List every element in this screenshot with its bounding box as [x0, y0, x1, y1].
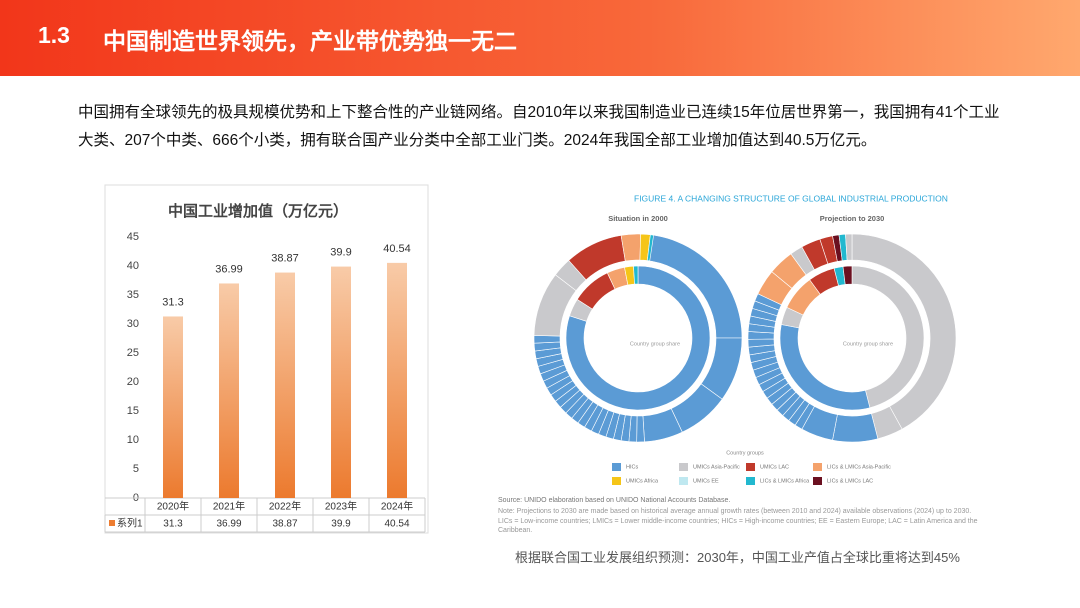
legend-swatch [813, 477, 822, 485]
section-number: 1.3 [38, 22, 70, 48]
chart-frame [104, 184, 429, 534]
y-tick-label: 30 [127, 318, 139, 330]
slide-title: 中国制造世界领先，产业带优势独一无二 [103, 28, 517, 54]
figure-note: Note: Projections to 2030 are made based… [498, 508, 978, 534]
bar [275, 272, 295, 498]
legend-swatch [746, 463, 755, 471]
legend-label: LICs & LMICs Africa [760, 478, 810, 484]
donut-segment [842, 265, 853, 285]
table-value: 36.99 [216, 519, 241, 530]
figure-title: FIGURE 4. A CHANGING STRUCTURE OF GLOBAL… [634, 193, 948, 203]
legend-label: UMICs Africa [626, 478, 659, 484]
bar [163, 316, 183, 498]
intro-text: 中国拥有全球领先的极具规模优势和上下整合性的产业链网络。自2010年以来我国制造… [78, 104, 1000, 149]
panel-title: Projection to 2030 [820, 214, 885, 223]
center-label: Country group share [843, 341, 893, 347]
table-value: 39.9 [331, 519, 351, 530]
table-value: 38.87 [272, 519, 297, 530]
x-tick-label: 2023年 [325, 500, 357, 513]
donut-segment [533, 335, 561, 344]
donut-figures [533, 233, 957, 443]
donut-segment [633, 265, 639, 285]
bar [387, 262, 407, 498]
legend-label: UMICs EE [693, 478, 719, 484]
y-tick-label: 35 [127, 289, 139, 301]
x-tick-label: 2024年 [381, 500, 413, 513]
chart-title: 中国工业增加值（万亿元） [168, 202, 348, 220]
x-tick-label: 2020年 [157, 500, 189, 513]
legend-label: UMICs Asia-Pacific [693, 464, 740, 470]
y-tick-label: 15 [127, 405, 139, 417]
legend-label: HICs [626, 464, 638, 470]
donut-segment [636, 415, 645, 443]
legend-label: 系列1 [117, 517, 143, 530]
y-tick-label: 45 [127, 231, 139, 243]
table-value: 31.3 [163, 519, 183, 530]
legend-swatch [679, 463, 688, 471]
y-tick-label: 5 [133, 463, 139, 475]
legend-label: LICs & LMICs Asia-Pacific [827, 464, 891, 470]
donut-segment [851, 233, 957, 430]
legend-label: LICs & LMICs LAC [827, 478, 873, 484]
bar [219, 283, 239, 498]
y-tick-label: 10 [127, 434, 139, 446]
value-label: 36.99 [215, 263, 243, 275]
value-label: 38.87 [271, 252, 299, 264]
value-label: 40.54 [383, 243, 411, 255]
y-tick-label: 25 [127, 347, 139, 359]
donut-segment [565, 265, 711, 411]
donut-segment [845, 233, 853, 261]
legend-swatch [612, 477, 621, 485]
y-tick-label: 20 [127, 376, 139, 388]
value-label: 31.3 [162, 296, 183, 308]
header-band: 1.3 中国制造世界领先，产业带优势独一无二 [0, 0, 1080, 76]
x-tick-label: 2022年 [269, 500, 301, 513]
donut-segment [832, 413, 879, 443]
legend-swatch [746, 477, 755, 485]
donut-segment [646, 234, 654, 262]
legend-swatch [612, 463, 621, 471]
legend-swatch [109, 520, 115, 526]
table-value: 40.54 [384, 519, 409, 530]
legend-swatch [679, 477, 688, 485]
panel-title: Situation in 2000 [608, 214, 668, 223]
legend-title: Country groups [726, 450, 764, 456]
figure-source: Source: UNIDO elaboration based on UNIDO… [498, 497, 731, 504]
bar [331, 266, 351, 498]
value-label: 39.9 [330, 246, 351, 258]
caption: 根据联合国工业发展组织预测：2030年，中国工业产值占全球比重将达到45% [515, 550, 960, 565]
y-tick-label: 40 [127, 260, 139, 272]
center-label: Country group share [630, 341, 680, 347]
legend-swatch [813, 463, 822, 471]
legend-label: UMICs LAC [760, 464, 789, 470]
x-tick-label: 2021年 [213, 500, 245, 513]
